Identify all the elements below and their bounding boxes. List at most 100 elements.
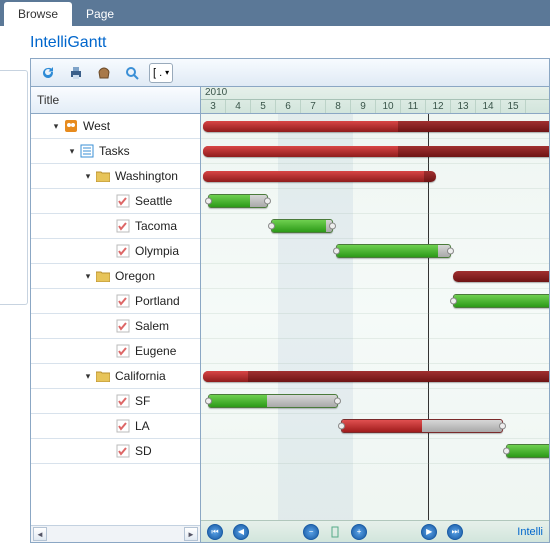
task-icon xyxy=(115,418,131,434)
tree-row[interactable]: ▾California xyxy=(31,364,200,389)
tree-row[interactable]: ▾Washington xyxy=(31,164,200,189)
gantt-progress xyxy=(454,295,549,307)
nav-last-button[interactable]: ⏭ xyxy=(447,524,463,540)
tree-row-label: Tasks xyxy=(99,144,130,158)
bar-handle-right[interactable] xyxy=(499,423,506,430)
gantt-task-bar[interactable] xyxy=(336,244,451,258)
footer-link[interactable]: Intelli xyxy=(517,526,543,538)
chart-row xyxy=(201,414,549,439)
chart-row xyxy=(201,314,549,339)
side-panel-stub xyxy=(0,70,28,305)
gantt-summary-bar[interactable] xyxy=(203,146,549,157)
tree-row[interactable]: Olympia xyxy=(31,239,200,264)
expand-caret[interactable]: ▾ xyxy=(67,146,77,157)
bar-handle-right[interactable] xyxy=(334,398,341,405)
gantt-progress xyxy=(342,420,422,432)
gantt-progress xyxy=(203,146,398,157)
page-title[interactable]: IntelliGantt xyxy=(30,34,106,51)
nav-prev-button[interactable]: ◀ xyxy=(233,524,249,540)
tree-row[interactable]: Seattle xyxy=(31,189,200,214)
chart-body[interactable] xyxy=(201,114,549,520)
chart-row xyxy=(201,439,549,464)
tree-row-label: Eugene xyxy=(135,344,176,358)
task-icon xyxy=(115,293,131,309)
tree-row[interactable]: ▾ Tasks xyxy=(31,139,200,164)
tab-browse[interactable]: Browse xyxy=(4,2,72,26)
bar-handle-left[interactable] xyxy=(205,398,212,405)
scroll-left-icon[interactable]: ◄ xyxy=(33,527,47,541)
tree-row[interactable]: LA xyxy=(31,414,200,439)
gantt-progress xyxy=(507,445,550,457)
gantt-summary-bar[interactable] xyxy=(203,121,549,132)
search-icon xyxy=(124,65,140,81)
org-icon xyxy=(63,118,79,134)
gantt-task-bar[interactable] xyxy=(208,394,338,408)
level-dropdown[interactable]: [ . ▾ xyxy=(149,63,173,83)
search-button[interactable] xyxy=(121,62,143,84)
toolbar: [ . ▾ xyxy=(31,59,549,87)
expand-caret[interactable]: ▾ xyxy=(83,271,93,282)
tree-panel: Title ▾ West ▾ Tasks ▾Washington Seattle Tacom… xyxy=(31,87,201,542)
gantt-task-bar[interactable] xyxy=(271,219,334,233)
tree-row[interactable]: Salem xyxy=(31,314,200,339)
bar-handle-left[interactable] xyxy=(338,423,345,430)
tab-page[interactable]: Page xyxy=(72,2,128,26)
zoom-out-button[interactable]: − xyxy=(303,524,319,540)
bar-handle-left[interactable] xyxy=(503,448,510,455)
gantt-summary-bar[interactable] xyxy=(203,371,549,382)
tree-row[interactable]: ▾ Oregon xyxy=(31,264,200,289)
bar-handle-right[interactable] xyxy=(264,198,271,205)
tree-row[interactable]: SF xyxy=(31,389,200,414)
time-tick: 14 xyxy=(476,100,501,113)
gantt-task-bar[interactable] xyxy=(453,294,549,308)
gantt-progress xyxy=(337,245,439,257)
bar-handle-right[interactable] xyxy=(447,248,454,255)
bar-handle-left[interactable] xyxy=(205,198,212,205)
tree-row-label: SD xyxy=(135,444,152,458)
gantt-summary-bar[interactable] xyxy=(203,171,436,182)
expand-caret[interactable]: ▾ xyxy=(51,121,61,132)
folder-icon xyxy=(95,368,111,384)
expand-caret[interactable]: ▾ xyxy=(83,171,93,182)
time-year: 2010 xyxy=(205,87,227,98)
gantt-progress xyxy=(203,171,424,182)
tree-row-label: Portland xyxy=(135,294,180,308)
tree-row[interactable]: Eugene xyxy=(31,339,200,364)
print-button[interactable] xyxy=(65,62,87,84)
tree-row-label: Oregon xyxy=(115,269,155,283)
gantt-task-bar[interactable] xyxy=(341,419,504,433)
scroll-right-icon[interactable]: ► xyxy=(184,527,198,541)
bar-handle-left[interactable] xyxy=(268,223,275,230)
gantt-progress xyxy=(209,395,267,407)
expand-caret[interactable]: ▾ xyxy=(83,371,93,382)
task-icon xyxy=(115,343,131,359)
bar-handle-right[interactable] xyxy=(329,223,336,230)
theme-button[interactable] xyxy=(93,62,115,84)
zoom-in-button[interactable]: + xyxy=(351,524,367,540)
time-tick: 9 xyxy=(351,100,376,113)
tree-row[interactable]: SD xyxy=(31,439,200,464)
gantt-task-bar[interactable] xyxy=(208,194,268,208)
task-icon xyxy=(115,443,131,459)
nav-first-button[interactable]: ⏮ xyxy=(207,524,223,540)
tree-row[interactable]: Portland xyxy=(31,289,200,314)
gantt-summary-bar[interactable] xyxy=(453,271,549,282)
tree-row[interactable]: Tacoma xyxy=(31,214,200,239)
task-icon xyxy=(115,318,131,334)
tree-row-label: Seattle xyxy=(135,194,172,208)
tree-hscroll[interactable]: ◄ ► xyxy=(31,525,200,542)
bar-handle-left[interactable] xyxy=(333,248,340,255)
gantt-progress xyxy=(203,371,248,382)
gantt-task-bar[interactable] xyxy=(506,444,550,458)
refresh-button[interactable] xyxy=(37,62,59,84)
chevron-down-icon: ▾ xyxy=(165,68,169,77)
bar-handle-left[interactable] xyxy=(450,298,457,305)
tree-row-label: West xyxy=(83,119,110,133)
tree-header[interactable]: Title xyxy=(31,87,200,114)
chart-row xyxy=(201,139,549,164)
gantt-progress xyxy=(272,220,326,232)
time-tick: 7 xyxy=(301,100,326,113)
tree-row[interactable]: ▾ West xyxy=(31,114,200,139)
bag-icon xyxy=(96,65,112,81)
nav-next-button[interactable]: ▶ xyxy=(421,524,437,540)
